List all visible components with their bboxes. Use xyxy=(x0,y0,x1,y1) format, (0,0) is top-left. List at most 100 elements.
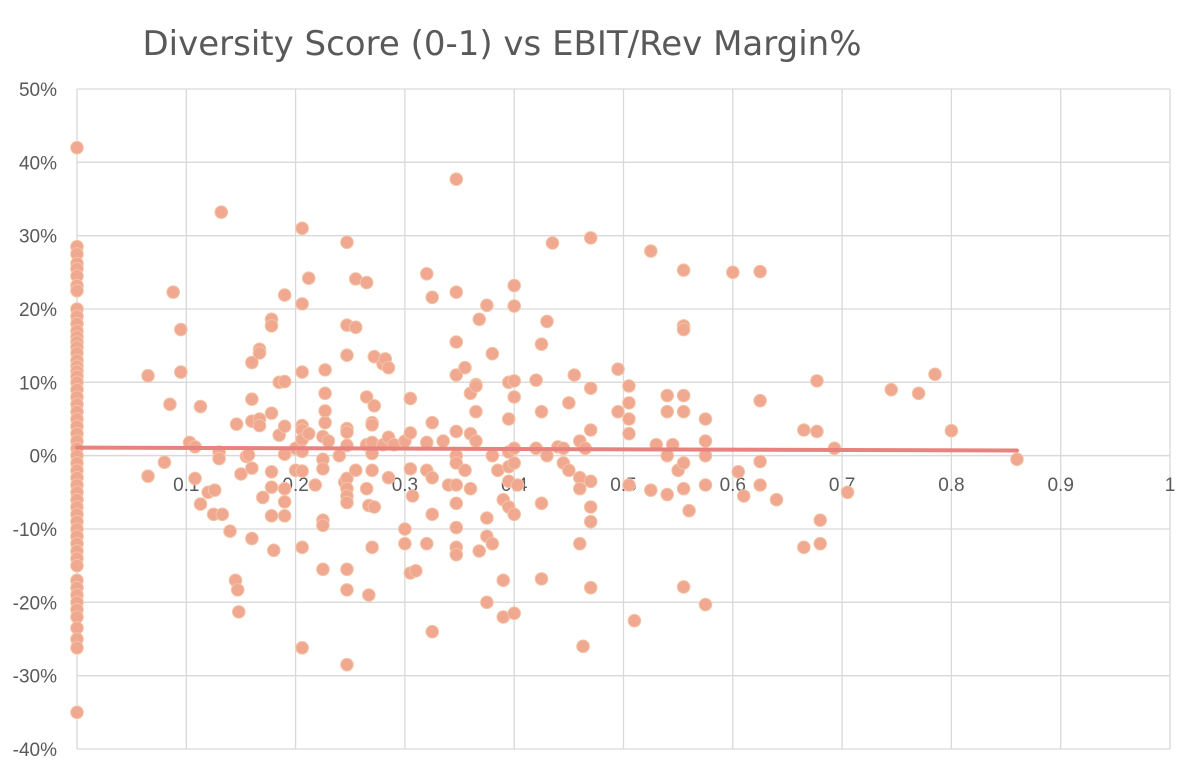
data-point xyxy=(676,322,691,337)
data-point xyxy=(234,467,248,481)
data-point xyxy=(365,418,379,432)
y-tick-label: -30% xyxy=(13,667,57,688)
data-point xyxy=(753,478,767,492)
data-point xyxy=(398,536,412,551)
data-point xyxy=(660,404,675,419)
data-point xyxy=(884,382,899,397)
data-point xyxy=(622,396,636,410)
data-point xyxy=(241,448,256,462)
data-point xyxy=(731,465,746,479)
data-point xyxy=(449,285,464,299)
data-point xyxy=(166,285,180,299)
x-tick-label: 0.9 xyxy=(1047,475,1073,496)
data-point xyxy=(266,543,281,558)
data-point xyxy=(583,514,598,529)
data-point xyxy=(627,613,642,628)
trendline xyxy=(75,445,1019,453)
data-point xyxy=(449,335,464,349)
data-point xyxy=(644,244,658,258)
data-point xyxy=(507,606,522,621)
data-point xyxy=(449,478,464,492)
data-point xyxy=(348,320,363,335)
data-point xyxy=(540,448,554,463)
data-point xyxy=(277,288,292,302)
data-point xyxy=(576,639,590,654)
data-point xyxy=(676,263,691,277)
data-point xyxy=(229,417,244,431)
data-point xyxy=(676,580,691,594)
data-point xyxy=(583,423,598,437)
data-point xyxy=(496,573,511,588)
y-tick-label: 30% xyxy=(19,227,57,248)
data-point xyxy=(316,562,330,577)
data-point xyxy=(359,481,374,496)
x-tick-label: 0.8 xyxy=(938,475,964,496)
data-point xyxy=(70,641,84,655)
data-point xyxy=(449,368,464,382)
data-point xyxy=(367,399,382,413)
data-point xyxy=(769,492,784,507)
y-tick-label: 20% xyxy=(19,300,57,321)
data-point xyxy=(301,271,316,286)
data-point xyxy=(449,424,464,439)
data-point xyxy=(301,426,316,441)
data-point xyxy=(340,562,354,577)
data-point xyxy=(501,412,516,426)
data-point xyxy=(318,415,332,430)
data-point xyxy=(174,322,188,337)
data-point xyxy=(295,464,309,478)
data-point xyxy=(403,426,418,440)
data-point xyxy=(622,379,636,393)
data-point xyxy=(252,346,267,360)
data-point xyxy=(660,388,675,403)
data-point xyxy=(469,434,483,448)
data-point xyxy=(458,463,472,478)
data-point xyxy=(398,522,412,536)
data-point xyxy=(507,390,522,404)
data-point xyxy=(340,235,354,250)
data-point xyxy=(583,381,598,396)
data-point xyxy=(295,641,309,655)
data-point xyxy=(295,540,309,555)
data-point xyxy=(264,406,279,420)
x-tick-label: 1 xyxy=(1165,475,1176,496)
data-point xyxy=(682,503,696,518)
data-point xyxy=(340,348,354,363)
data-point xyxy=(480,595,494,610)
data-point xyxy=(405,489,420,503)
y-tick-label: 0% xyxy=(30,447,58,468)
data-point xyxy=(318,386,332,401)
data-point xyxy=(562,396,576,410)
data-point xyxy=(70,705,84,720)
data-point xyxy=(403,462,418,476)
data-point xyxy=(797,540,811,555)
data-point xyxy=(534,404,549,419)
trendline-layer xyxy=(75,445,1019,453)
data-point xyxy=(698,597,713,612)
data-point xyxy=(141,469,155,484)
data-point xyxy=(622,412,636,426)
data-point xyxy=(676,404,691,419)
data-point xyxy=(507,299,522,313)
data-point xyxy=(676,388,691,403)
data-point xyxy=(214,205,229,219)
data-point xyxy=(264,319,279,333)
data-point xyxy=(264,480,279,495)
data-point xyxy=(736,489,751,503)
data-point xyxy=(70,283,84,298)
data-point xyxy=(381,470,396,485)
data-point xyxy=(469,379,483,393)
data-point xyxy=(367,500,382,514)
data-point xyxy=(797,423,811,437)
data-point xyxy=(70,140,84,155)
data-point xyxy=(485,346,500,361)
data-point xyxy=(403,391,418,406)
data-point xyxy=(245,531,259,546)
data-point xyxy=(425,624,440,639)
data-point xyxy=(256,490,270,505)
data-point xyxy=(1010,452,1024,467)
data-point xyxy=(534,572,549,586)
data-point xyxy=(425,507,440,522)
data-point xyxy=(572,481,587,496)
